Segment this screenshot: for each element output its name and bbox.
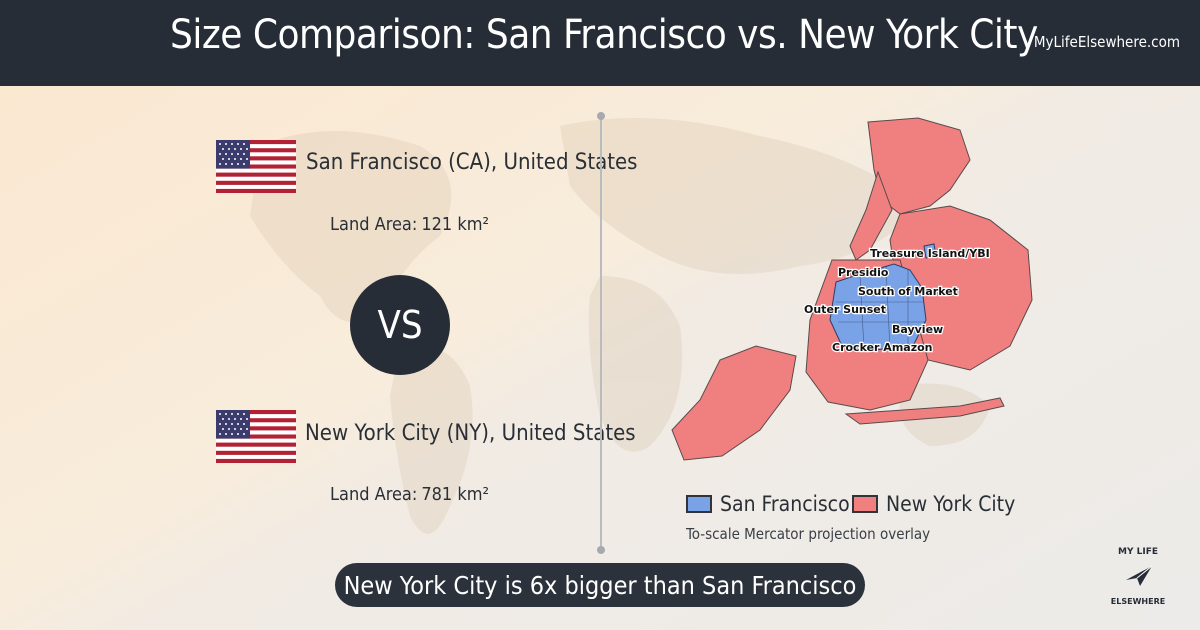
city-a-area-label: Land Area: (330, 214, 418, 235)
logo-text-top: MY LIFE (1118, 547, 1158, 557)
city-a-area: Land Area: 121 km² (330, 214, 493, 235)
legend-label-nyc: New York City (886, 492, 1016, 516)
city-b-area-label: Land Area: (330, 484, 418, 505)
legend-item-new-york-city: New York City (852, 492, 1015, 516)
divider-dot-top (597, 112, 605, 120)
site-link[interactable]: MyLifeElsewhere.com (1033, 33, 1180, 51)
page-title: Size Comparison: San Francisco vs. New Y… (170, 12, 1038, 58)
vs-badge: VS (350, 275, 450, 375)
mylifeelsewhere-logo-icon: MY LIFE ELSEWHERE (1111, 547, 1165, 606)
label-bayview: Bayview (892, 323, 943, 336)
city-a-area-value: 121 km² (421, 214, 489, 235)
world-map-background (250, 118, 990, 534)
label-crocker-amazon: Crocker Amazon (832, 341, 933, 354)
legend-item-san-francisco: San Francisco (686, 492, 850, 516)
label-outer-sunset: Outer Sunset (804, 303, 886, 316)
city-a-name: San Francisco (CA), United States (306, 150, 638, 175)
legend-swatch-nyc (852, 495, 878, 513)
divider-dot-bottom (597, 546, 605, 554)
summary-pill: New York City is 6x bigger than San Fran… (335, 563, 865, 607)
label-treasure-island: Treasure Island/YBI (870, 247, 990, 260)
map-note: To-scale Mercator projection overlay (686, 525, 931, 543)
sf-shape (829, 243, 937, 351)
city-b-area-value: 781 km² (421, 484, 489, 505)
legend-label-sf: San Francisco (720, 492, 850, 516)
legend-swatch-sf (686, 495, 712, 513)
logo-text-bottom: ELSEWHERE (1111, 597, 1165, 606)
city-b-name: New York City (NY), United States (305, 421, 636, 446)
label-south-of-market: South of Market (858, 285, 958, 298)
header-bar: Size Comparison: San Francisco vs. New Y… (0, 0, 1200, 86)
city-b-area: Land Area: 781 km² (330, 484, 493, 505)
label-presidio: Presidio (838, 266, 889, 279)
overlay-map: Treasure Island/YBI Presidio South of Ma… (671, 117, 1033, 461)
center-divider (600, 116, 602, 550)
us-flag-icon (216, 140, 296, 193)
us-flag-icon (216, 410, 296, 463)
